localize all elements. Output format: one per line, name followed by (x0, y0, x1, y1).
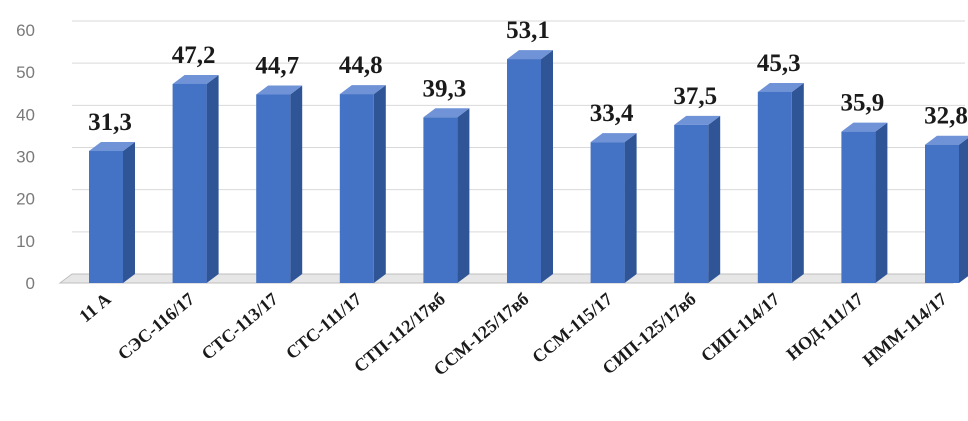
bar-side (959, 137, 968, 283)
bar-top (925, 135, 968, 145)
data-label: 44,8 (339, 52, 383, 79)
bar-side (206, 74, 219, 284)
y-tick-label: 40 (16, 105, 35, 124)
data-label: 45,3 (757, 50, 801, 77)
bar-front (674, 124, 709, 283)
bar-front (757, 91, 792, 283)
bar-side (708, 115, 721, 283)
bar-side (541, 50, 553, 283)
bar-top (590, 133, 637, 143)
x-tick-label: ССМ-115/17 (528, 289, 616, 367)
bar (841, 122, 888, 283)
y-tick-label: 10 (16, 232, 35, 251)
bar (256, 85, 303, 283)
bar-top (256, 85, 303, 95)
bar (423, 108, 470, 283)
bar-top (841, 122, 888, 132)
bar-side (123, 142, 135, 283)
y-tick-label: 30 (16, 148, 35, 167)
bar-side (791, 82, 804, 283)
x-axis: 11 А СЭС-116/17 СТС-113/17 СТС-111/17СТП-11… (75, 289, 950, 380)
bar-side (457, 108, 470, 283)
bar-top (674, 115, 721, 125)
bar (757, 82, 804, 283)
bar-top (507, 50, 553, 60)
bar-top (423, 108, 470, 118)
y-tick-label: 60 (16, 21, 35, 40)
x-tick-label: 11 А (75, 289, 114, 327)
x-tick-label: НОД-111/17 (782, 289, 866, 364)
data-label: 31,3 (88, 109, 132, 136)
bar (172, 74, 219, 284)
y-tick-label: 50 (16, 63, 35, 82)
bar-side (373, 85, 386, 284)
x-tick-label: СТС-111/17 (282, 289, 365, 363)
bar-front (925, 144, 959, 283)
bar-top (172, 74, 219, 84)
data-label: 44,7 (255, 53, 299, 80)
data-label: 32,8 (924, 103, 968, 130)
bar (89, 142, 135, 283)
bar (590, 133, 637, 283)
y-tick-label: 20 (16, 190, 35, 209)
bar (925, 135, 968, 283)
data-labels: 31,3 47,2 44,7 44,8 39,3 53,1 33,4 37,5 45,3 35,9… (88, 17, 968, 136)
bar (507, 50, 553, 283)
bars (89, 50, 968, 284)
x-tick-label: НММ-114/17 (859, 289, 951, 371)
bar-front (423, 117, 458, 283)
data-label: 37,5 (673, 83, 717, 110)
bar-top (89, 142, 135, 152)
bar-side (290, 85, 303, 283)
bar-front (507, 59, 541, 283)
data-label: 39,3 (423, 75, 467, 102)
bar (339, 85, 386, 284)
bar-front (841, 131, 876, 283)
data-label: 53,1 (506, 17, 550, 44)
data-label: 33,4 (590, 100, 634, 127)
bar-side (624, 133, 637, 283)
bar-front (172, 83, 207, 284)
bar-top (757, 82, 804, 92)
bar-side (875, 122, 888, 283)
data-label: 35,9 (841, 90, 885, 117)
x-tick-label: СЭС-116/17 (114, 289, 198, 364)
x-tick-label: СИП-114/17 (697, 289, 783, 366)
data-label: 47,2 (172, 42, 216, 69)
bar-front (339, 94, 374, 284)
bar-front (256, 94, 291, 283)
bar-front (590, 142, 625, 283)
bar-top (339, 85, 386, 95)
y-axis: 0 10 20 30 40 50 60 (16, 21, 35, 293)
bar-front (89, 151, 123, 283)
x-tick-label: СТС-113/17 (198, 289, 282, 364)
bar (674, 115, 721, 283)
y-tick-label: 0 (26, 274, 35, 293)
